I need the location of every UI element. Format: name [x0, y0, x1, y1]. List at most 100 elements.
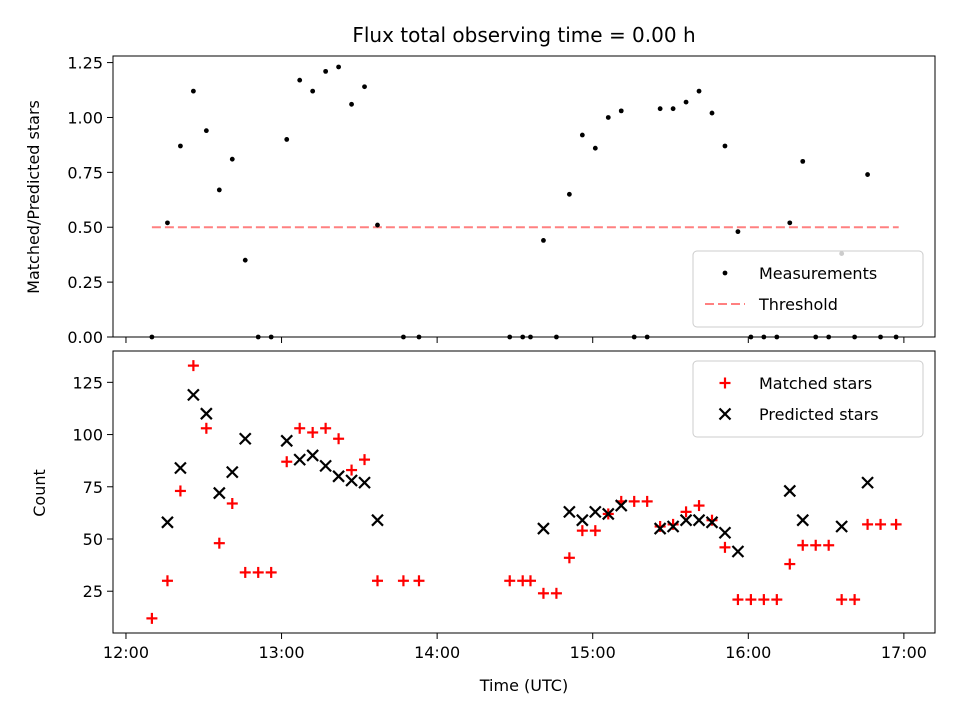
legend-marker-x	[718, 407, 732, 421]
data-point	[333, 433, 345, 445]
y-tick-label: 25	[83, 582, 103, 601]
data-point	[774, 334, 780, 340]
data-point	[641, 495, 653, 507]
data-point	[174, 485, 186, 497]
data-point	[589, 525, 601, 537]
data-point	[537, 522, 550, 535]
data-point	[359, 454, 371, 466]
data-point	[628, 495, 640, 507]
data-point	[865, 172, 870, 177]
data-point	[226, 465, 239, 479]
data-point	[692, 513, 706, 527]
x-tick-label: 12:00	[103, 643, 149, 662]
y-tick-label: 0.75	[67, 163, 103, 182]
data-point	[165, 220, 170, 226]
data-point	[323, 68, 329, 74]
data-point	[239, 566, 251, 578]
x-tick-label: 13:00	[258, 643, 304, 662]
data-point	[528, 334, 533, 340]
x-tick-label: 17:00	[881, 643, 927, 662]
y-tick-label: 75	[83, 478, 103, 497]
data-point	[653, 522, 667, 535]
data-point	[294, 422, 306, 434]
data-point	[252, 566, 264, 578]
data-point	[161, 516, 174, 529]
data-point	[706, 514, 718, 526]
data-point	[358, 476, 371, 489]
data-point	[836, 594, 848, 606]
y-tick-label: 50	[83, 530, 103, 549]
x-axis-label: Time (UTC)	[479, 676, 568, 695]
y-tick-label: 0.00	[67, 328, 103, 347]
top-panel: 0.00 0.25 0.50 0.75 1.00 1.25 Measurements Thre…	[67, 54, 936, 347]
data-point	[718, 526, 732, 540]
data-point	[320, 422, 332, 434]
data-point	[852, 334, 858, 340]
data-point	[229, 156, 235, 162]
data-point	[667, 518, 679, 530]
data-point	[310, 88, 316, 94]
data-point	[238, 432, 252, 446]
data-point	[306, 449, 319, 462]
y-tick-label: 125	[72, 373, 103, 392]
legend-label: Threshold	[758, 295, 838, 314]
data-point	[413, 575, 425, 587]
data-point	[576, 513, 589, 527]
series-dot	[149, 64, 899, 340]
data-point	[200, 422, 212, 434]
y-tick-label: 1.00	[67, 108, 103, 127]
data-point	[810, 539, 822, 551]
data-point	[307, 426, 319, 438]
data-point	[835, 520, 848, 533]
x-tick-label: 15:00	[570, 643, 616, 662]
data-point	[823, 539, 835, 551]
data-point	[758, 594, 770, 606]
data-point	[771, 594, 783, 606]
data-point	[187, 360, 199, 372]
series-x	[161, 388, 874, 558]
data-point	[397, 575, 409, 587]
data-point	[592, 145, 598, 151]
data-point	[693, 500, 705, 512]
data-point	[654, 520, 666, 532]
data-point	[618, 108, 624, 114]
data-point	[265, 566, 277, 578]
legend-box	[692, 360, 924, 438]
data-point	[657, 106, 663, 112]
data-point	[550, 587, 562, 599]
data-point	[293, 453, 306, 466]
data-point	[783, 484, 797, 498]
data-point	[242, 257, 248, 263]
data-point	[605, 115, 611, 120]
data-point	[332, 470, 345, 483]
bottom-y-axis-label: Count	[30, 469, 49, 517]
data-point	[732, 594, 744, 606]
data-point	[346, 464, 358, 476]
data-point	[735, 229, 741, 235]
data-point	[878, 334, 883, 340]
data-point	[524, 575, 536, 587]
data-point	[255, 334, 261, 340]
data-point	[281, 456, 293, 468]
series-plus	[146, 360, 902, 624]
data-point	[631, 334, 637, 340]
data-point	[893, 334, 899, 340]
data-point	[722, 143, 728, 149]
data-point	[680, 506, 692, 518]
y-tick-label: 0.50	[67, 218, 103, 237]
data-point	[670, 106, 676, 112]
data-point	[862, 518, 874, 530]
data-point	[731, 545, 745, 558]
data-point	[146, 612, 158, 624]
data-point	[149, 334, 155, 340]
data-point	[371, 575, 383, 587]
legend-marker-plus	[719, 377, 731, 389]
data-point	[541, 238, 546, 243]
data-point	[796, 513, 810, 527]
data-point	[719, 541, 731, 553]
data-point	[875, 518, 887, 530]
x-tick-label: 14:00	[414, 643, 460, 662]
axes-frame	[112, 350, 936, 634]
data-point	[748, 334, 754, 340]
